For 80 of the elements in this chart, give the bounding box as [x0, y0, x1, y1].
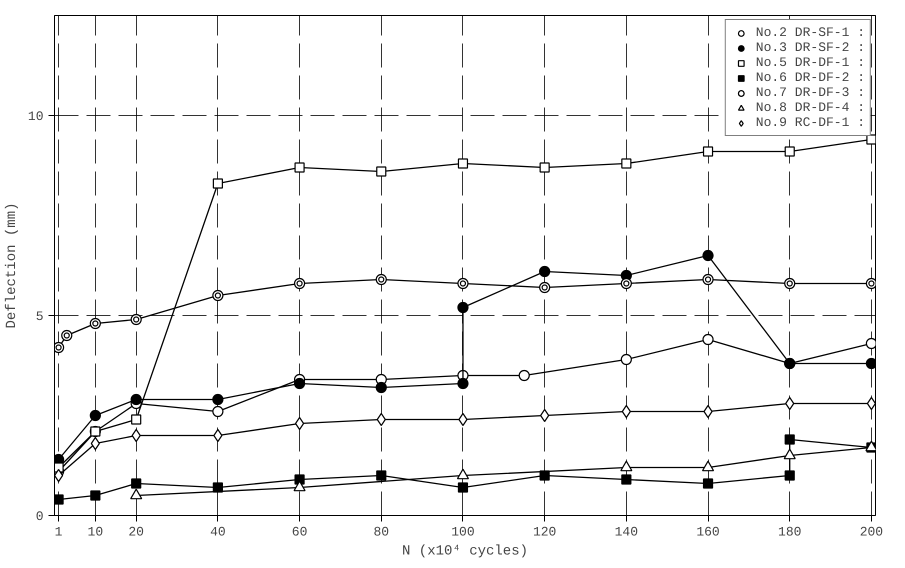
point [376, 382, 387, 394]
point [294, 416, 304, 430]
x-tick-label: 10 [88, 524, 104, 540]
point [61, 330, 72, 342]
point [784, 434, 795, 445]
y-tick-label: 0 [36, 509, 44, 524]
point [376, 470, 386, 481]
point [294, 162, 305, 173]
legend-label: No.9 RC-DF-1 : [756, 115, 865, 130]
point [90, 410, 101, 422]
point [784, 146, 795, 157]
point [294, 278, 306, 290]
point [703, 404, 713, 418]
point [540, 162, 550, 173]
legend-label: No.2 DR-SF-1 : [756, 25, 865, 40]
x-tick-label: 200 [860, 524, 884, 540]
y-tick-label: 5 [36, 309, 44, 324]
point [621, 158, 632, 169]
point [130, 394, 142, 406]
point [131, 414, 142, 425]
point [130, 488, 142, 500]
point [376, 166, 386, 177]
point [621, 474, 632, 485]
point [702, 250, 714, 262]
point [131, 478, 142, 489]
point [54, 342, 64, 354]
point [458, 412, 468, 426]
point [866, 358, 876, 370]
point [702, 146, 714, 157]
point [54, 494, 64, 505]
point [702, 334, 714, 346]
point [90, 490, 100, 501]
point [212, 178, 223, 189]
point [620, 460, 632, 472]
x-tick-label: 160 [696, 524, 720, 540]
point [518, 370, 530, 382]
y-axis-title: Deflection (mm) [4, 202, 20, 329]
point [866, 338, 876, 350]
point [90, 426, 100, 437]
x-tick-label: 20 [128, 524, 144, 540]
legend-label: No.5 DR-DF-1 : [756, 55, 865, 70]
point [784, 470, 795, 481]
point [866, 278, 876, 290]
point [294, 378, 306, 390]
point [702, 478, 714, 489]
point [539, 282, 550, 294]
x-tick-label: 1 [54, 524, 63, 540]
point [620, 354, 632, 366]
point [456, 468, 470, 480]
x-tick-label: 80 [373, 524, 390, 540]
point [539, 266, 550, 278]
point [784, 278, 796, 290]
point [784, 448, 796, 460]
x-axis-title: N (x10⁴ cycles) [402, 544, 528, 560]
point [130, 314, 142, 326]
point [212, 406, 224, 418]
legend-label: No.6 DR-DF-2 : [756, 70, 865, 85]
legend-label: No.8 DR-DF-4 : [756, 100, 865, 115]
point [620, 278, 632, 290]
point [457, 278, 469, 290]
point [212, 290, 224, 302]
legend-label: No.3 DR-SF-2 : [756, 40, 865, 55]
y-tick-label: 10 [28, 109, 44, 124]
point [376, 274, 387, 286]
x-tick-label: 60 [292, 524, 308, 540]
point [212, 394, 224, 406]
point [457, 302, 469, 314]
point [457, 378, 469, 390]
point [458, 482, 468, 493]
point [90, 318, 101, 330]
point [866, 134, 876, 145]
legend-label: No.7 DR-DF-3 : [756, 85, 865, 100]
x-tick-label: 180 [778, 524, 802, 540]
point [702, 274, 714, 286]
x-tick-label: 140 [614, 524, 638, 540]
point [458, 158, 468, 169]
x-tick-label: 120 [532, 524, 556, 540]
point [702, 460, 714, 472]
x-tick-label: 100 [451, 524, 475, 540]
x-tick-label: 40 [210, 524, 226, 540]
